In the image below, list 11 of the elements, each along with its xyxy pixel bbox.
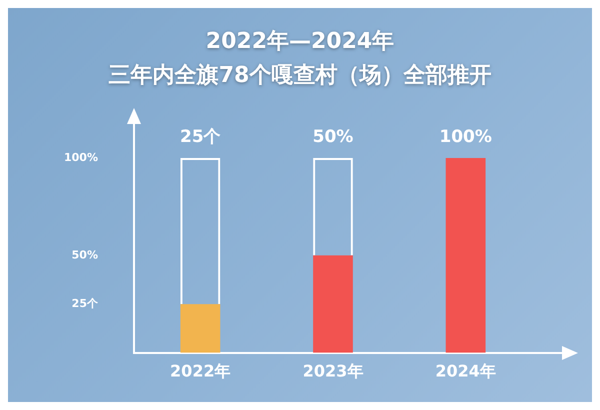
chart-subtitle: 三年内全旗78个嘎查村（场）全部推开: [108, 62, 492, 90]
annotation: 50%: [312, 126, 354, 147]
y-tick-label: 25个: [72, 296, 99, 310]
x-tick-label: 2024年: [435, 362, 496, 381]
y-tick-label: 50%: [72, 248, 98, 262]
x-tick-label: 2023年: [302, 362, 364, 381]
y-tick-label: 100%: [64, 150, 98, 164]
x-tick-label: 2022年: [170, 362, 231, 381]
annotation: 100%: [439, 126, 492, 147]
annotation: 25个: [180, 126, 222, 147]
chart-title: 2022年—2024年: [204, 28, 396, 56]
